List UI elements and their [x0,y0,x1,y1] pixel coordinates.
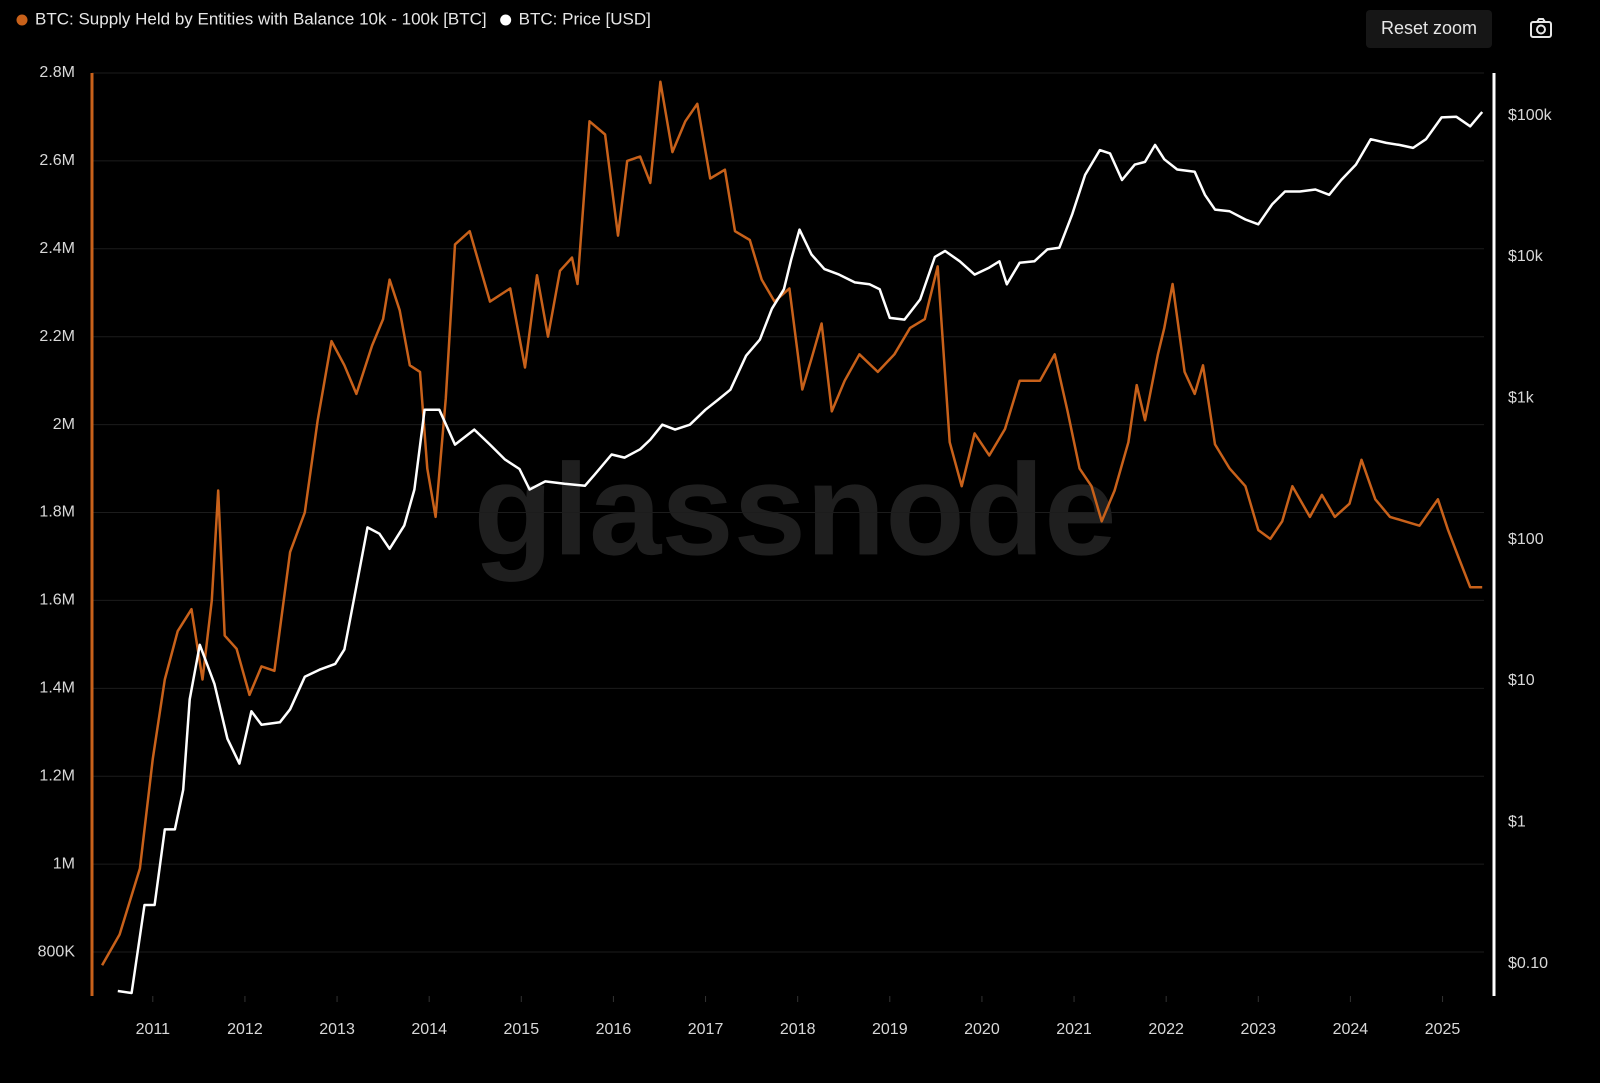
camera-body[interactable] [1530,21,1552,38]
y2-tick-label: $1k [1508,389,1535,406]
y-tick-label: 2M [53,416,75,433]
y-tick-label: 1.6M [39,592,75,609]
x-tick-label: 2014 [411,1021,447,1038]
x-tick-label: 2012 [227,1021,263,1038]
x-tick-label: 2018 [780,1021,816,1038]
legend-dot [16,14,28,26]
legend-item[interactable]: BTC: Price [USD] [500,9,651,28]
x-tick-label: 2022 [1148,1021,1184,1038]
y-tick-label: 800K [38,943,76,960]
x-tick-label: 2024 [1333,1021,1369,1038]
camera-top[interactable] [1536,18,1546,23]
y2-tick-label: $10k [1508,248,1544,265]
y-tick-label: 1M [53,855,75,872]
x-tick-label: 2015 [504,1021,540,1038]
y-tick-label: 2.4M [39,240,75,257]
x-tick-label: 2019 [872,1021,908,1038]
y2-tick-label: $1 [1508,813,1526,830]
camera-lens[interactable] [1536,24,1546,35]
y-tick-label: 2.8M [39,64,75,81]
legend-label: BTC: Supply Held by Entities with Balanc… [35,9,487,28]
x-tick-label: 2021 [1056,1021,1092,1038]
reset-zoom-button[interactable]: Reset zoom [1366,10,1492,48]
x-tick-label: 2013 [319,1021,355,1038]
y-tick-label: 2.2M [39,328,75,345]
x-tick-label: 2017 [688,1021,724,1038]
y-tick-label: 2.6M [39,152,75,169]
x-tick-label: 2016 [596,1021,632,1038]
x-tick-label: 2023 [1240,1021,1276,1038]
y2-tick-label: $100k [1508,107,1553,124]
watermark: glassnode [474,436,1117,582]
y-tick-label: 1.2M [39,767,75,784]
y-tick-label: 1.8M [39,504,75,521]
y2-tick-label: $10 [1508,672,1535,689]
y2-tick-label: $0.10 [1508,955,1548,972]
legend-label: BTC: Price [USD] [519,9,651,28]
x-tick-label: 2011 [136,1021,171,1038]
camera-icon[interactable] [1530,18,1552,38]
button-label[interactable]: Reset zoom [1381,18,1477,38]
y2-tick-label: $100 [1508,531,1544,548]
series-line [101,80,1483,966]
x-tick-label: 2025 [1425,1021,1461,1038]
x-tick-label: 2020 [964,1021,1000,1038]
legend-item[interactable]: BTC: Supply Held by Entities with Balanc… [16,9,487,28]
legend-dot [500,14,512,26]
series-line [117,111,1484,995]
button-bg[interactable] [1366,10,1492,48]
y-tick-label: 1.4M [39,680,75,697]
